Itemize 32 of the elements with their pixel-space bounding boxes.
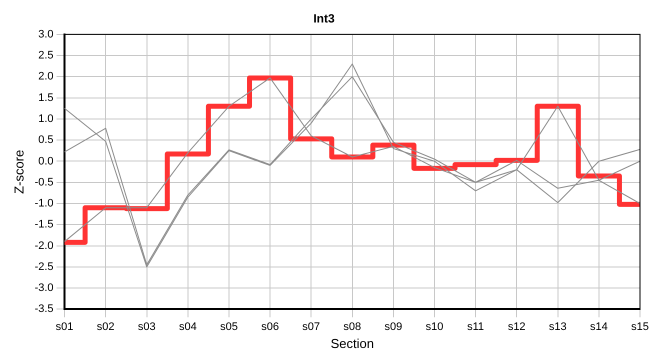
y-tick-label: 2.5 bbox=[38, 50, 54, 62]
x-tick-label: s12 bbox=[508, 320, 526, 333]
y-tick-label: 1.0 bbox=[38, 112, 54, 125]
x-tick-label: s10 bbox=[426, 320, 444, 333]
y-tick-label: -0.5 bbox=[34, 176, 54, 188]
y-tick-label: 3.0 bbox=[38, 28, 54, 40]
x-tick-label: s03 bbox=[138, 320, 156, 333]
x-tick-label: s04 bbox=[178, 320, 197, 333]
y-tick-label: -1.5 bbox=[34, 218, 54, 231]
x-tick-label: s08 bbox=[343, 320, 362, 333]
y-tick-label: -1.0 bbox=[34, 198, 54, 210]
x-tick-label: s02 bbox=[96, 320, 115, 333]
y-tick-label: 0.5 bbox=[38, 134, 54, 146]
x-tick-label: s15 bbox=[631, 320, 649, 333]
y-tick-label: -3.5 bbox=[34, 303, 54, 316]
x-tick-label: s06 bbox=[261, 320, 279, 333]
x-tick-label: s13 bbox=[548, 320, 567, 333]
y-tick-label: 0.0 bbox=[38, 155, 54, 168]
y-axis-title: Z-score bbox=[11, 150, 26, 194]
y-tick-label: -2.5 bbox=[34, 260, 54, 273]
y-tick-label: -2.0 bbox=[34, 240, 54, 252]
x-tick-label: s07 bbox=[302, 320, 320, 333]
x-tick-label: s05 bbox=[220, 320, 238, 333]
chart-title: Int3 bbox=[313, 12, 335, 26]
x-tick-label: s14 bbox=[590, 320, 608, 333]
x-tick-label: s09 bbox=[384, 320, 402, 333]
x-tick-label: s01 bbox=[56, 320, 74, 333]
y-tick-label: 1.5 bbox=[38, 92, 54, 104]
x-tick-label: s11 bbox=[467, 320, 484, 333]
y-tick-label: 2.0 bbox=[38, 70, 54, 83]
y-tick-label: -3.0 bbox=[34, 282, 54, 294]
x-axis-title: Section bbox=[330, 336, 374, 351]
